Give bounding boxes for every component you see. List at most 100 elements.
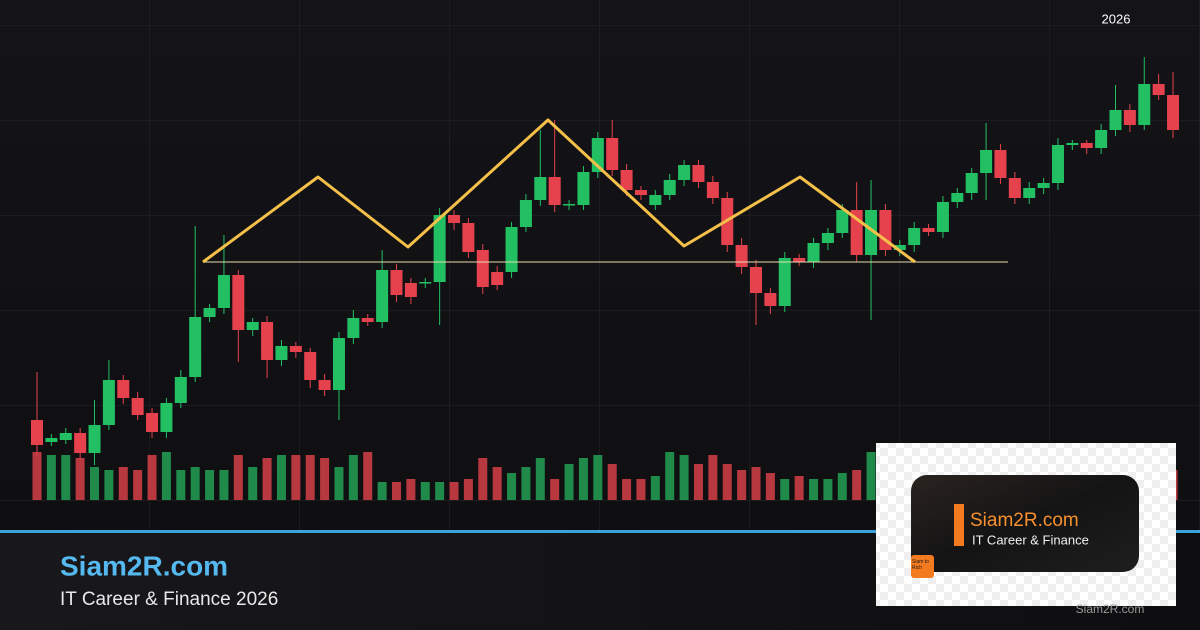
volume-bar: [636, 479, 646, 500]
volume-bar: [32, 452, 42, 500]
candle-body: [332, 338, 345, 390]
volume-bar: [737, 470, 747, 500]
volume-bar: [564, 464, 574, 500]
candle-body: [347, 318, 360, 338]
volume-bar: [478, 458, 488, 500]
volume-bar: [665, 452, 675, 500]
candle-body: [663, 180, 676, 195]
year-label: 2026: [1102, 11, 1131, 26]
candle-body: [1051, 145, 1064, 183]
candle-body: [994, 150, 1007, 178]
logo-card: Siam2R.com IT Career & Finance Siam to R…: [876, 443, 1176, 606]
volume-bar: [535, 458, 545, 500]
volume-bar: [507, 473, 517, 500]
candle-body: [275, 346, 288, 360]
volume-bar: [722, 464, 732, 500]
footer-brand: Siam2R.com: [60, 550, 228, 581]
candle-body: [778, 258, 791, 306]
watermark: Siam2R.com: [1076, 602, 1145, 616]
volume-bar: [291, 455, 301, 500]
candle-body: [821, 233, 834, 243]
candle-body: [45, 438, 58, 442]
volume-bar: [133, 470, 143, 500]
head-shoulders-line: [202, 118, 916, 264]
plot: [31, 57, 1180, 500]
candle-body: [217, 275, 230, 308]
candle-body: [1023, 188, 1036, 198]
candle-body: [74, 433, 87, 453]
footer-divider: [0, 530, 1200, 533]
candle-body: [620, 170, 633, 190]
candle-body: [548, 177, 561, 205]
volume-bar: [852, 470, 862, 500]
volume-bar: [276, 455, 286, 500]
volume-bar: [104, 470, 114, 500]
logo-brand: Siam2R.com: [970, 510, 1079, 531]
volume-bar: [463, 479, 473, 500]
candle-body: [505, 227, 518, 272]
candle-body: [965, 173, 978, 193]
candle-body: [951, 193, 964, 202]
candle-body: [31, 420, 43, 445]
candle-body: [131, 398, 144, 415]
candle-body: [980, 150, 993, 173]
volume-bar: [205, 470, 215, 500]
candle-body: [750, 267, 762, 293]
volume-bar: [363, 452, 373, 500]
candle-body: [189, 317, 202, 377]
volume-bar: [435, 482, 445, 500]
candle-body: [519, 200, 532, 227]
candle-body: [735, 245, 748, 267]
volume-bar: [794, 476, 804, 500]
candle-body: [563, 204, 576, 206]
candle-body: [462, 223, 475, 252]
volume-bar: [751, 467, 761, 500]
logo-tagline: IT Career & Finance: [972, 532, 1089, 547]
candle-body: [865, 210, 878, 255]
volume-bar: [377, 482, 387, 500]
candle-body: [59, 433, 72, 440]
candle-body: [289, 346, 302, 352]
candle-body: [376, 270, 389, 322]
candle-body: [419, 282, 432, 284]
candle-body: [361, 318, 374, 322]
volume-bar: [492, 467, 502, 500]
candle-body: [1080, 143, 1093, 148]
volume-bar: [837, 473, 847, 500]
volume-bar: [334, 467, 344, 500]
candle-body: [174, 377, 187, 403]
volume-bar: [219, 470, 229, 500]
candle-body: [606, 138, 619, 170]
volume-bar: [147, 455, 157, 500]
volume-bar: [190, 467, 200, 500]
candle-body: [936, 202, 949, 232]
candle-body: [246, 322, 259, 330]
volume-bar: [320, 458, 330, 500]
volume-bar: [118, 467, 128, 500]
candle-body: [146, 413, 159, 432]
candle-body: [649, 195, 662, 205]
volume-bar: [765, 473, 775, 500]
volume-bar: [823, 479, 833, 500]
candle-body: [448, 215, 461, 223]
volume-bar: [46, 455, 56, 500]
candle-body: [117, 380, 130, 398]
candle-body: [232, 275, 245, 330]
logo-box: [911, 475, 1139, 572]
candle-body: [534, 177, 547, 200]
volume-bar: [622, 479, 632, 500]
logo-badge: [911, 555, 934, 578]
volume-bar: [650, 476, 660, 500]
volume-bar: [607, 464, 617, 500]
volume-bar: [61, 455, 71, 500]
volume-bar: [593, 455, 603, 500]
volume-bar: [420, 482, 430, 500]
candle-body: [433, 215, 446, 282]
volume-bar: [305, 455, 315, 500]
volume-bar: [406, 479, 416, 500]
candle-body: [88, 425, 101, 453]
volume-bar: [866, 452, 876, 500]
logo-accent: [954, 504, 964, 546]
volume-bar: [90, 467, 100, 500]
